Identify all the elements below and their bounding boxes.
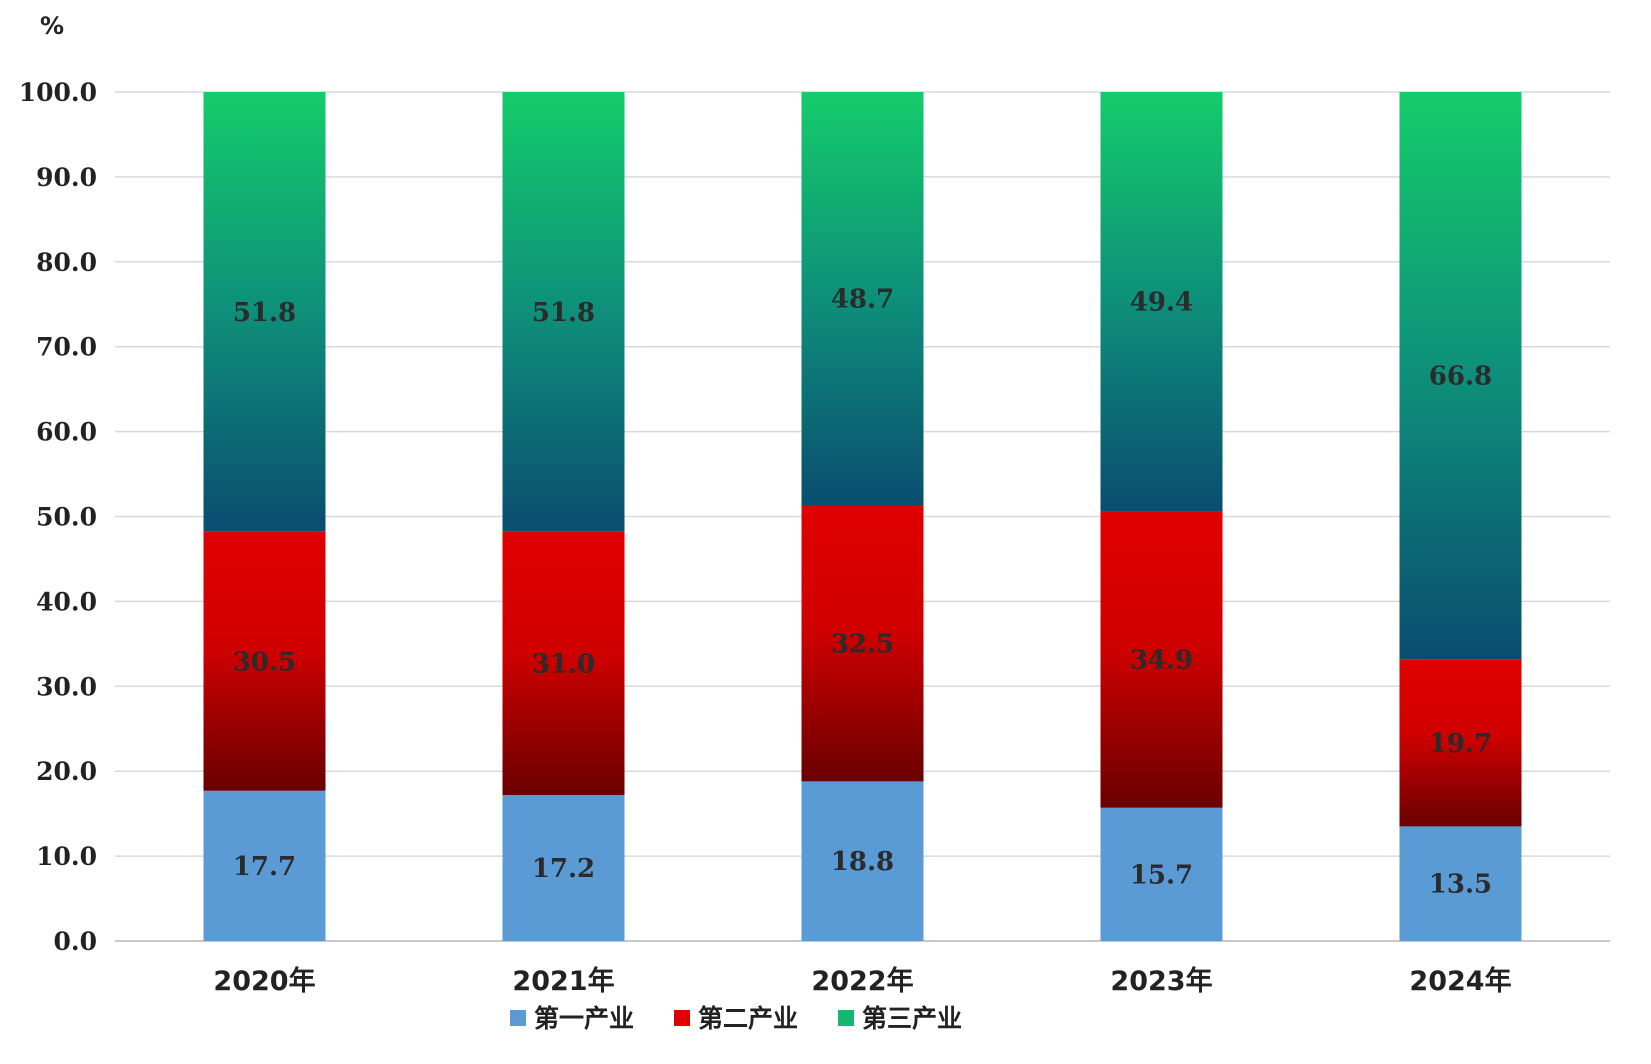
data-label: 34.9 [1130, 646, 1193, 676]
y-axis-unit-label: % [40, 12, 64, 40]
bar-segment-primary [1399, 826, 1522, 941]
bar-segment-tertiary [1100, 92, 1223, 512]
y-tick-label: 60.0 [36, 418, 97, 447]
y-tick-label: 50.0 [36, 503, 97, 532]
data-label: 19.7 [1429, 729, 1492, 759]
x-tick-label: 2020年 [213, 965, 315, 997]
data-label: 17.7 [233, 852, 296, 882]
data-label: 51.8 [532, 298, 595, 328]
y-tick-label: 20.0 [36, 757, 97, 786]
legend-swatch [838, 1010, 854, 1026]
data-label: 48.7 [831, 285, 894, 315]
bar-segment-secondary [1399, 659, 1522, 827]
y-tick-label: 0.0 [54, 927, 98, 956]
legend-label: 第一产业 [534, 1004, 634, 1033]
y-tick-label: 40.0 [36, 587, 97, 616]
bar-segment-primary [502, 794, 625, 941]
y-tick-label: 90.0 [36, 163, 97, 192]
y-tick-label: 70.0 [36, 333, 97, 362]
data-label: 17.2 [532, 854, 595, 884]
data-label: 51.8 [233, 298, 296, 328]
bar-segment-tertiary [801, 92, 924, 506]
bars [203, 92, 1522, 941]
bar-segment-tertiary [1399, 92, 1522, 660]
y-tick-label: 100.0 [19, 78, 97, 107]
bar-segment-tertiary [502, 92, 625, 532]
bar-segment-tertiary [203, 92, 326, 532]
data-labels: 17.7 30.5 51.8 17.2 31.0 51.8 18.8 32.5 48.7 15.7… [233, 285, 1492, 900]
legend-swatch [510, 1010, 526, 1026]
y-tick-label: 30.0 [36, 672, 97, 701]
x-tick-label: 2021年 [512, 965, 614, 997]
legend-label: 第三产业 [862, 1004, 962, 1033]
data-label: 13.5 [1429, 870, 1492, 900]
bar-segment-primary [1100, 807, 1223, 941]
bar-segment-secondary [203, 531, 326, 791]
y-axis-ticks: 0.0 10.0 20.0 30.0 40.0 50.0 60.0 70.0 80.0 90.0 1… [19, 78, 97, 956]
data-label: 31.0 [532, 649, 595, 679]
y-tick-label: 80.0 [36, 248, 97, 277]
legend: 第一产业 第二产业 第三产业 [510, 1004, 962, 1033]
bar-segment-primary [203, 790, 326, 941]
data-label: 18.8 [831, 847, 894, 877]
data-label: 32.5 [831, 629, 894, 659]
legend-swatch [674, 1010, 690, 1026]
legend-label: 第二产业 [698, 1004, 798, 1033]
x-axis-ticks: 2020年 2021年 2022年 2023年 2024年 [213, 965, 1511, 997]
x-tick-label: 2023年 [1110, 965, 1212, 997]
data-label: 49.4 [1130, 288, 1193, 318]
data-label: 15.7 [1130, 860, 1193, 890]
x-tick-label: 2022年 [811, 965, 913, 997]
bar-segment-secondary [801, 505, 924, 782]
data-label: 66.8 [1429, 362, 1492, 392]
data-label: 30.5 [233, 647, 296, 677]
y-tick-label: 10.0 [36, 842, 97, 871]
bar-segment-primary [801, 781, 924, 941]
bar-segment-secondary [502, 531, 625, 795]
x-tick-label: 2024年 [1409, 965, 1511, 997]
bar-segment-secondary [1100, 511, 1223, 808]
